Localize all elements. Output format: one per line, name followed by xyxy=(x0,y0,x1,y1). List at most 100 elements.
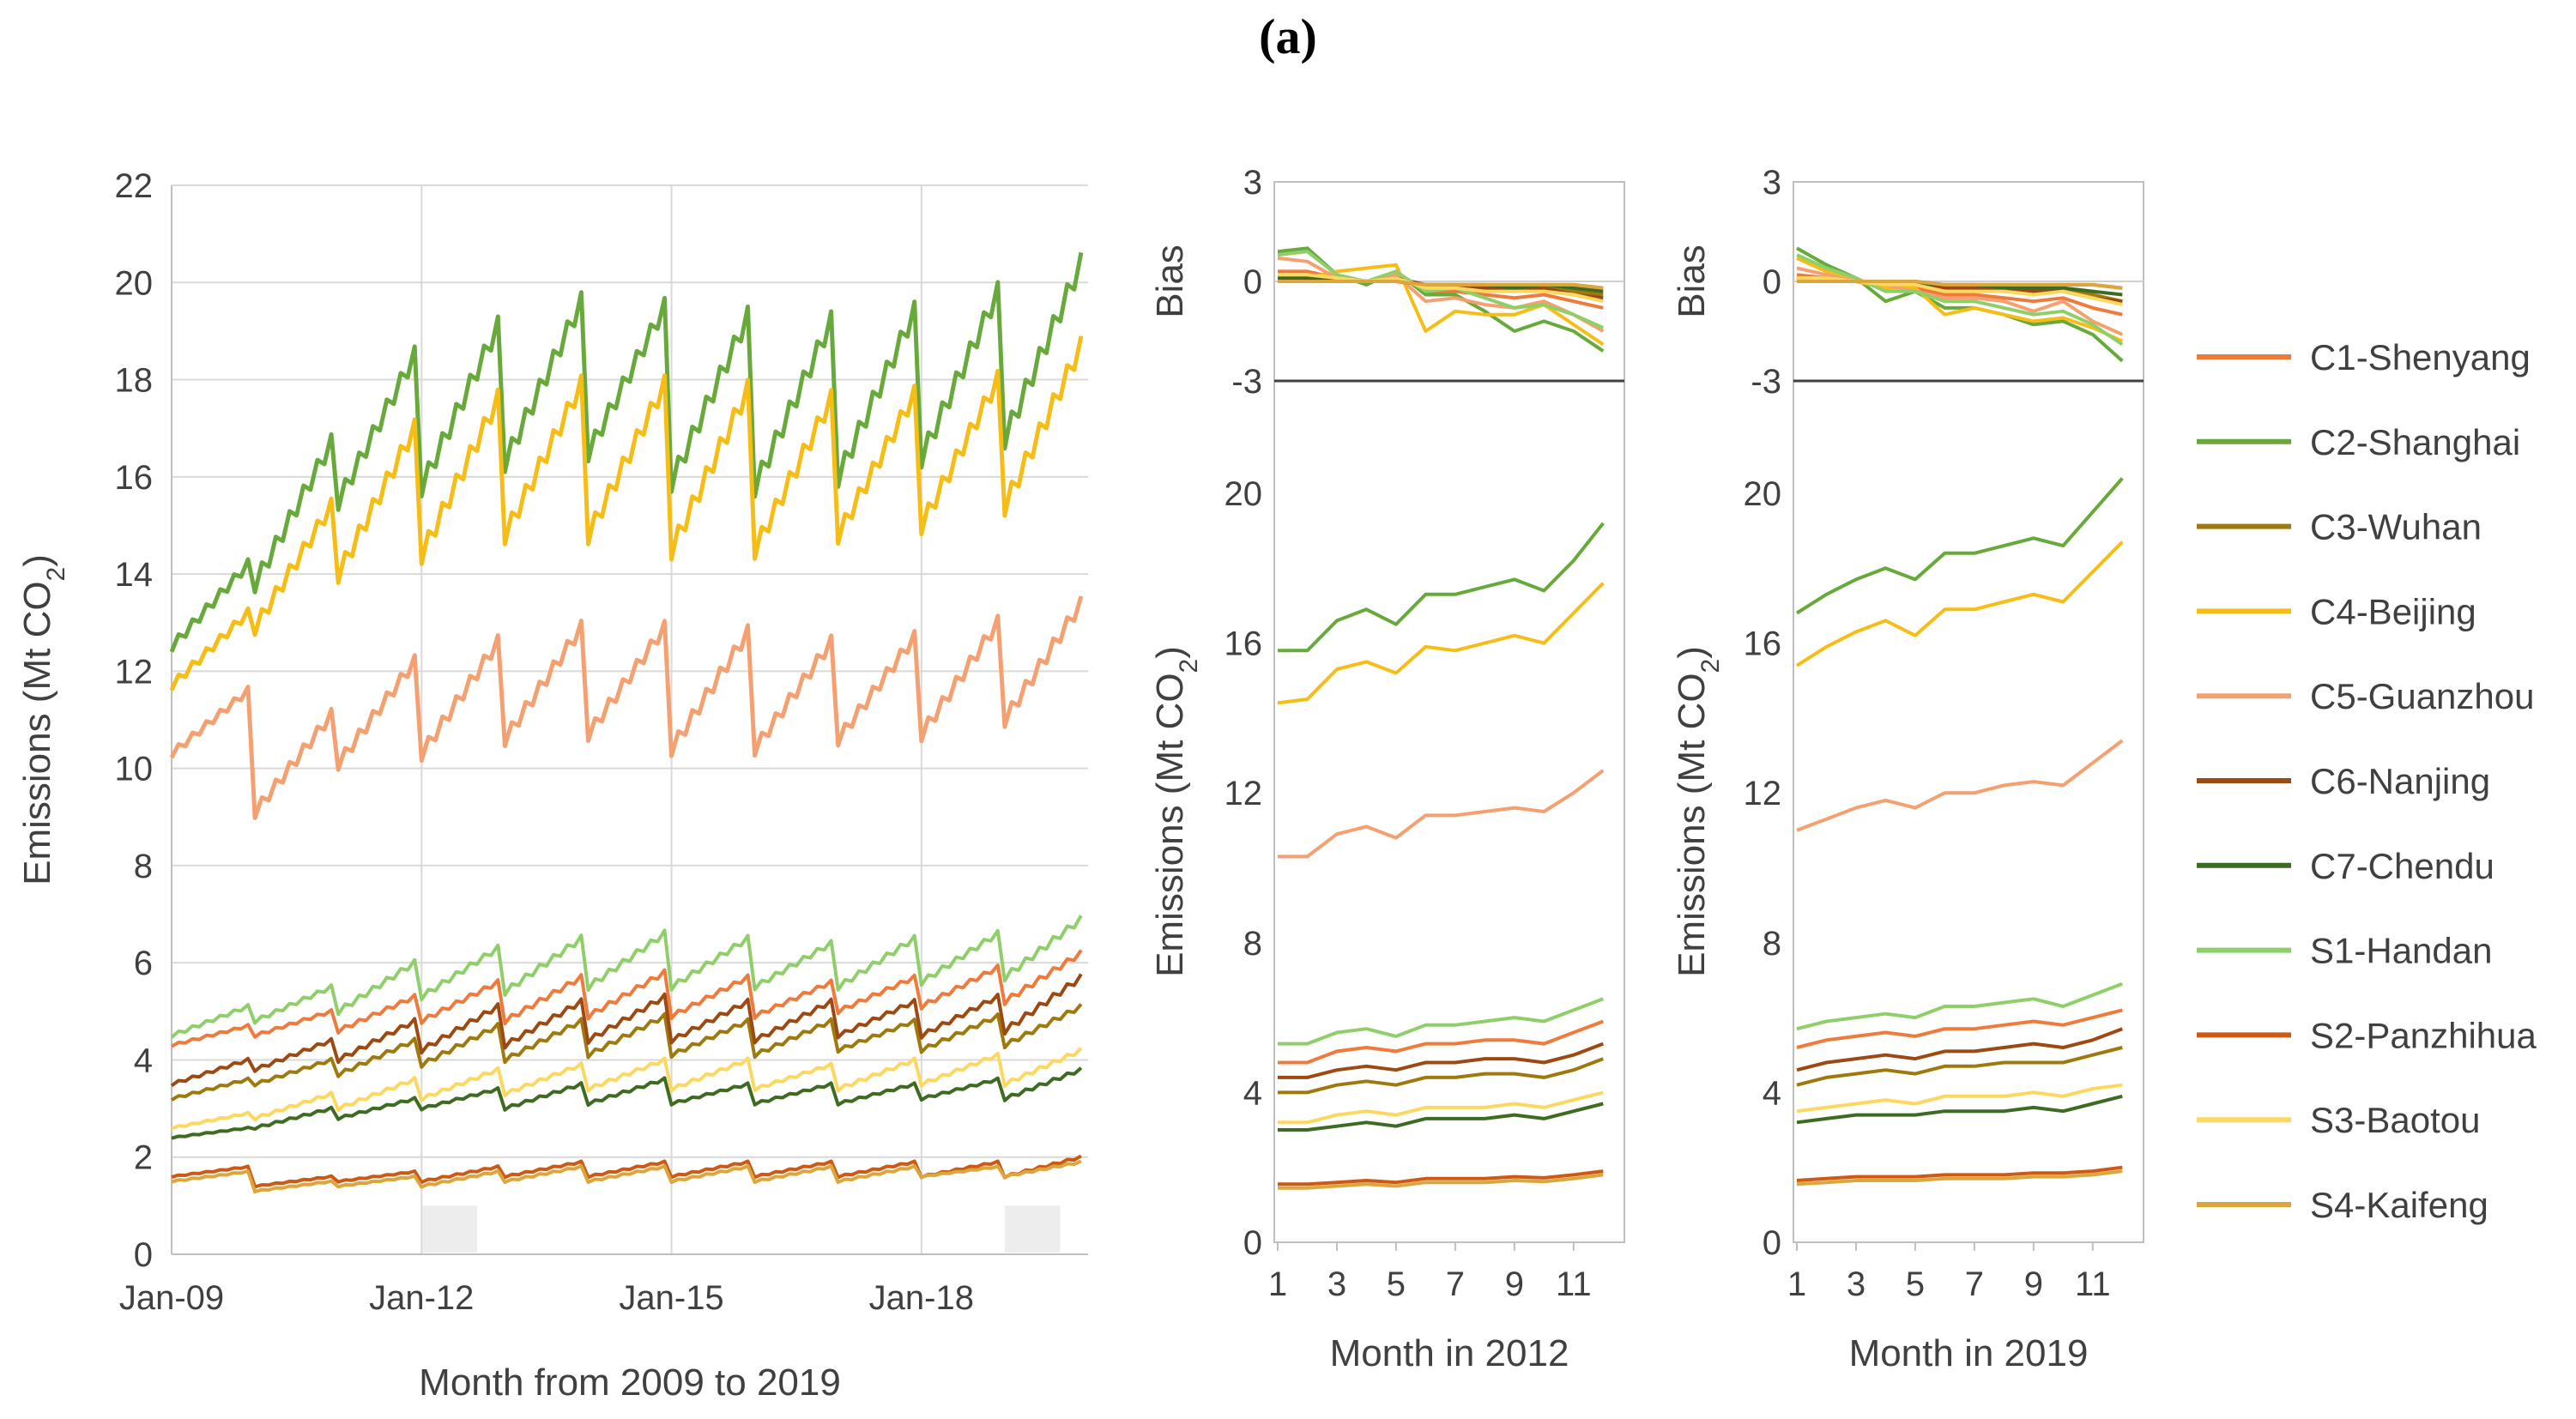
series-line-c7-chendu xyxy=(1796,1094,2123,1125)
x-tick-label: 1 xyxy=(1787,1265,1806,1303)
legend-item-c1-shenyang: C1-Shenyang xyxy=(2197,337,2531,377)
legend-item-c3-wuhan: C3-Wuhan xyxy=(2197,507,2482,547)
y-tick-label: 4 xyxy=(1763,1074,1781,1112)
series-line-c1-shenyang xyxy=(170,949,1083,1048)
bias-axis-label: Bias xyxy=(1149,245,1191,318)
series-line-s1-handan xyxy=(1796,981,2124,1031)
y-tick-label: 2 xyxy=(134,1139,153,1177)
legend-label: C5-Guanzhou xyxy=(2310,676,2535,716)
panel-year-2012: -3 0 3 0 4 8 12 16 20 1 3 5 7 9 11 Bias Emissions (Mt CO… xyxy=(1149,164,1625,1374)
series-line-s4-kaifeng xyxy=(171,1159,1082,1194)
legend-item-s4-kaifeng: S4-Kaifeng xyxy=(2197,1185,2488,1225)
series-line-s3-baotou xyxy=(1278,1090,1604,1125)
y-axis-label: Emissions (Mt CO2) xyxy=(1149,646,1203,977)
legend-label: C6-Nanjing xyxy=(2310,761,2490,801)
legend-item-s2-panzhihua: S2-Panzhihua xyxy=(2197,1015,2537,1055)
legend-label: C2-Shanghai xyxy=(2310,422,2520,462)
highlight-year-2012 xyxy=(421,1205,477,1253)
series-line-s2-panzhihua xyxy=(171,1154,1082,1189)
y-tick-label: 14 xyxy=(115,556,154,594)
series-line-s2-panzhihua xyxy=(1796,1165,2123,1182)
series-line-s4-kaifeng xyxy=(1796,1169,2123,1187)
series-line-c6-nanjing xyxy=(1278,1042,1605,1079)
legend-item-c6-nanjing: C6-Nanjing xyxy=(2197,761,2490,801)
series-line-c3-wuhan xyxy=(1796,1046,2123,1087)
series-line-c1-shenyang xyxy=(1278,1019,1605,1065)
series-line-c1-shenyang xyxy=(1796,1008,2123,1049)
x-tick-label: 3 xyxy=(1847,1265,1865,1303)
x-tick-label: 1 xyxy=(1268,1265,1287,1303)
bias-tick-label: 0 xyxy=(1243,263,1262,301)
series-line-c6-nanjing xyxy=(170,973,1083,1088)
x-tick-label: 7 xyxy=(1446,1265,1465,1303)
series-line-c2-shanghai xyxy=(169,251,1084,653)
series-line-s1-handan xyxy=(1278,997,1605,1046)
legend-label: S4-Kaifeng xyxy=(2310,1185,2488,1225)
y-tick-label: 20 xyxy=(115,264,154,302)
legend-label: C7-Chendu xyxy=(2310,846,2494,886)
x-tick-label: 9 xyxy=(1505,1265,1524,1303)
x-tick-label: Jan-09 xyxy=(119,1279,224,1317)
y-tick-label: 12 xyxy=(115,653,154,691)
legend-label: C3-Wuhan xyxy=(2310,507,2482,547)
y-tick-label: 0 xyxy=(134,1236,153,1274)
y-tick-label: 12 xyxy=(1744,775,1782,812)
highlight-year-2019 xyxy=(1004,1205,1061,1253)
legend-item-s1-handan: S1-Handan xyxy=(2197,931,2492,971)
y-tick-label: 0 xyxy=(1763,1224,1781,1262)
y-tick-label: 4 xyxy=(1243,1074,1262,1112)
series-line-c7-chendu xyxy=(1278,1102,1604,1132)
x-tick-label: 7 xyxy=(1965,1265,1984,1303)
legend-item-c2-shanghai: C2-Shanghai xyxy=(2197,422,2520,462)
series-line-s1-handan xyxy=(170,915,1083,1039)
bias-line-s4-kaifeng xyxy=(1278,280,1604,290)
series-line-c3-wuhan xyxy=(1278,1057,1605,1095)
bias-tick-label: 0 xyxy=(1763,263,1781,301)
bias-tick-label: -3 xyxy=(1751,363,1781,401)
series-line-c4-beijing xyxy=(1277,582,1605,705)
series-line-c4-beijing xyxy=(169,335,1084,691)
x-axis-label: Month from 2009 to 2019 xyxy=(419,1362,841,1404)
x-tick-label: 3 xyxy=(1327,1265,1346,1303)
y-tick-label: 8 xyxy=(1763,925,1781,963)
y-tick-label: 16 xyxy=(1225,625,1263,663)
legend-label: S3-Baotou xyxy=(2310,1100,2480,1140)
x-tick-label: 11 xyxy=(1556,1265,1592,1303)
legend-item-c5-guanzhou: C5-Guanzhou xyxy=(2197,676,2535,716)
y-tick-label: 10 xyxy=(115,751,154,788)
legend-label: S1-Handan xyxy=(2310,931,2492,971)
y-tick-label: 22 xyxy=(115,167,154,205)
bias-axis-label: Bias xyxy=(1671,245,1713,318)
y-tick-label: 16 xyxy=(1744,625,1782,663)
bias-tick-label: 3 xyxy=(1243,164,1262,202)
y-tick-label: 8 xyxy=(1243,925,1262,963)
x-tick-label: 5 xyxy=(1387,1265,1406,1303)
series-line-c5-guanzhou xyxy=(169,595,1084,820)
series-line-c4-beijing xyxy=(1795,540,2124,667)
legend-item-s3-baotou: S3-Baotou xyxy=(2197,1100,2480,1140)
bias-line-s3-baotou xyxy=(1278,273,1604,304)
y-tick-label: 12 xyxy=(1225,775,1263,812)
series-line-s3-baotou xyxy=(1796,1083,2123,1114)
legend-label: C4-Beijing xyxy=(2310,591,2476,631)
x-tick-label: Jan-12 xyxy=(369,1279,474,1317)
panel-monthly-2009-2019: 0 2 4 6 8 10 12 14 16 18 20 22 Jan-09 Jan-12 Jan-15 Jan… xyxy=(16,167,1088,1404)
series-line-c5-guanzhou xyxy=(1796,739,2124,832)
series-line-c6-nanjing xyxy=(1796,1027,2124,1072)
x-tick-label: 5 xyxy=(1906,1265,1925,1303)
bias-tick-label: 3 xyxy=(1763,164,1781,202)
series-line-c2-shanghai xyxy=(1278,522,1605,653)
y-axis-label: Emissions (Mt CO2) xyxy=(16,554,70,885)
series-line-s4-kaifeng xyxy=(1278,1173,1604,1190)
legend-item-c4-beijing: C4-Beijing xyxy=(2197,591,2476,631)
series-line-c2-shanghai xyxy=(1795,477,2124,615)
x-tick-label: 9 xyxy=(2024,1265,2043,1303)
series-line-s3-baotou xyxy=(171,1047,1083,1131)
legend: C1-Shenyang C2-Shanghai C3-Wuhan C4-Beijing… xyxy=(2197,337,2537,1225)
panel-year-2019: -3 0 3 0 4 8 12 16 20 1 3 5 7 9 11 Bias Emissions (Mt CO… xyxy=(1671,164,2144,1374)
legend-label: C1-Shenyang xyxy=(2310,337,2531,377)
series-line-c5-guanzhou xyxy=(1278,769,1605,859)
y-tick-label: 6 xyxy=(134,945,153,982)
y-tick-label: 8 xyxy=(134,848,153,885)
